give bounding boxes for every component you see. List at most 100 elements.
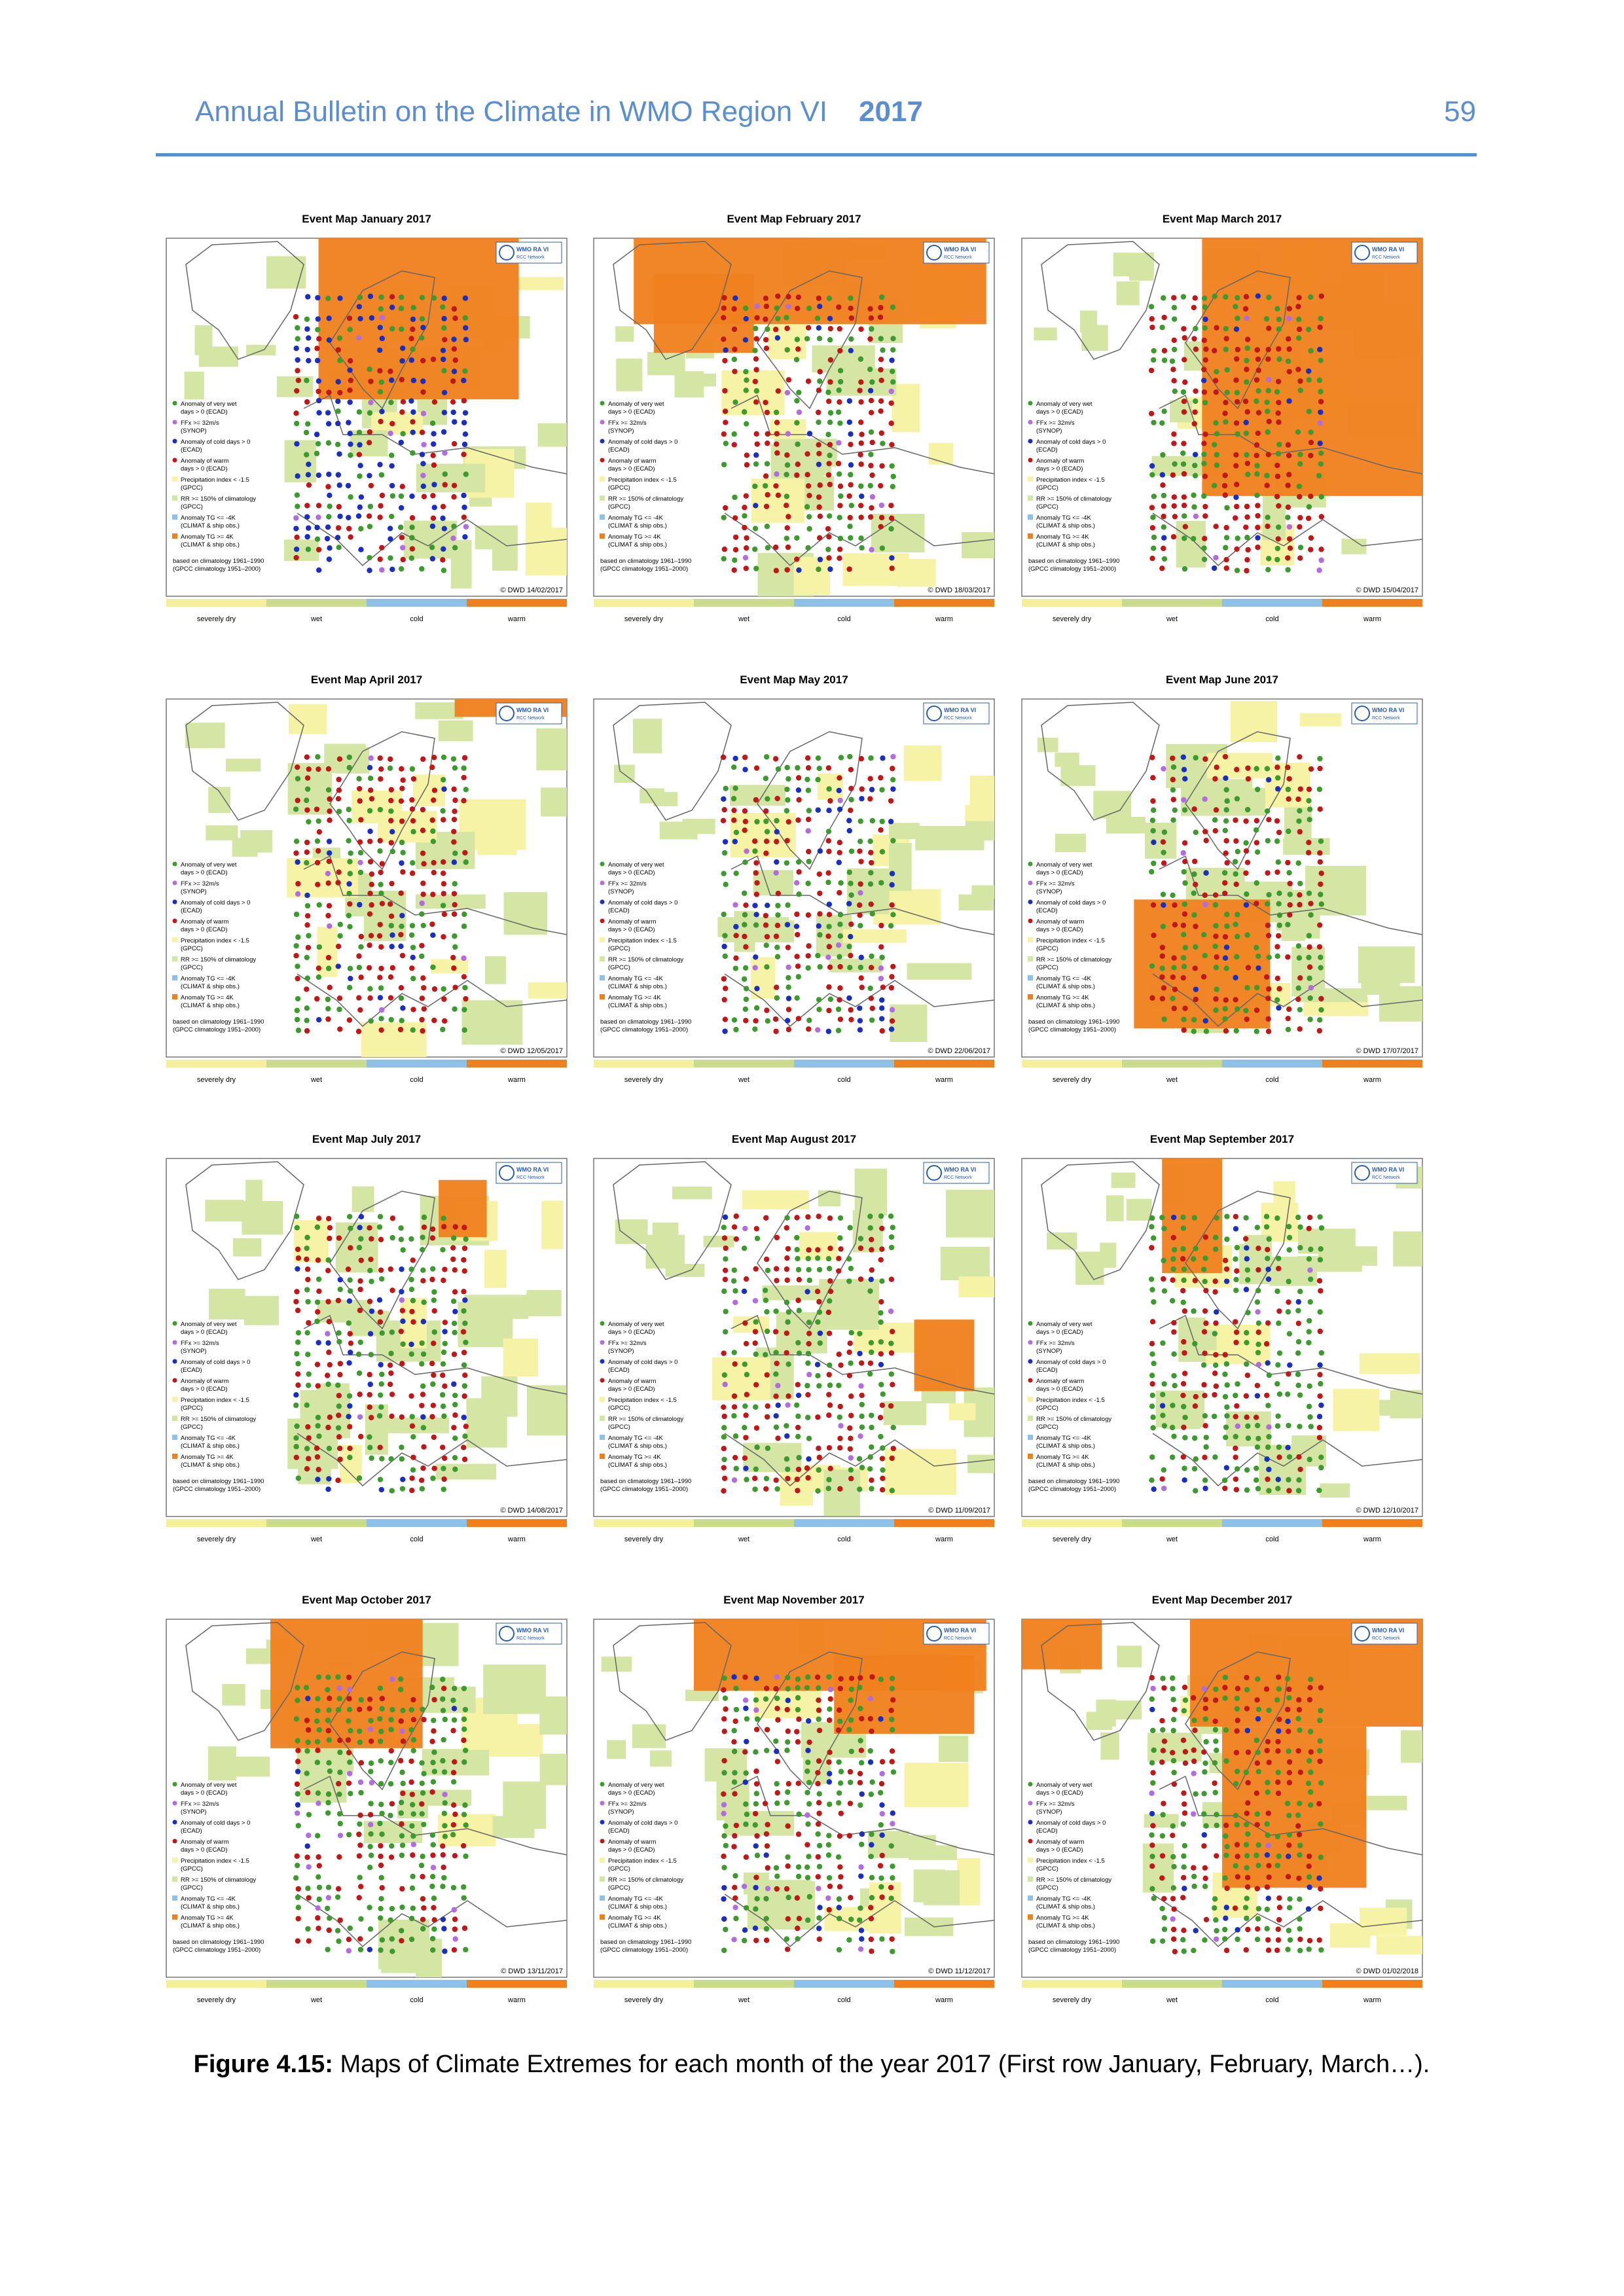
precip-patch: [915, 825, 984, 851]
station-dot: [347, 1213, 353, 1220]
station-dot: [304, 378, 310, 384]
station-dot: [859, 1791, 865, 1797]
station-dot: [463, 1236, 469, 1242]
station-dot: [1265, 514, 1271, 520]
station-dot: [815, 1247, 821, 1253]
legend-marker: [1028, 899, 1033, 905]
station-dot: [1265, 1016, 1271, 1022]
station-dot: [304, 849, 310, 855]
station-dot: [837, 775, 842, 781]
station-dot: [732, 515, 738, 521]
station-dot: [295, 1330, 302, 1336]
station-dot: [1182, 335, 1187, 341]
station-dot: [814, 1255, 821, 1261]
station-dot: [1171, 440, 1177, 446]
precip-patch: [812, 345, 875, 373]
station-dot: [315, 1790, 321, 1796]
legend-text: Anomaly TG >= 4K: [608, 1914, 661, 1922]
station-dot: [420, 461, 426, 467]
precip-patch: [416, 463, 486, 493]
station-dot: [1245, 1800, 1251, 1806]
station-dot: [721, 870, 727, 876]
legend-marker: [1028, 1321, 1033, 1326]
legend-text: FFx >= 32m/s: [1036, 420, 1075, 427]
station-dot: [1307, 1214, 1313, 1221]
station-dot: [1287, 1362, 1293, 1368]
station-dot: [1211, 348, 1218, 353]
station-dot: [377, 755, 383, 761]
station-dot: [295, 975, 300, 982]
station-dot: [721, 315, 727, 321]
station-dot: [388, 1917, 393, 1923]
station-dot: [399, 1456, 405, 1462]
station-dot: [836, 1905, 842, 1910]
station-dot: [1275, 1779, 1281, 1785]
station-dot: [1191, 304, 1197, 311]
station-dot: [1295, 1748, 1301, 1754]
station-dot: [1296, 818, 1302, 824]
station-dot: [399, 409, 405, 415]
station-dot: [836, 1255, 842, 1262]
station-dot: [430, 828, 436, 834]
station-dot: [461, 514, 467, 520]
legend-text: Anomaly of cold days > 0: [608, 1359, 677, 1366]
map-credit: © DWD 15/04/2017: [1356, 586, 1418, 594]
station-dot: [1149, 525, 1156, 531]
color-bar-segment: [794, 599, 894, 607]
station-dot: [1233, 326, 1240, 332]
station-dot: [775, 1402, 781, 1408]
station-dot: [742, 1320, 748, 1326]
station-dot: [462, 1372, 468, 1378]
station-dot: [451, 368, 458, 374]
station-dot: [461, 492, 467, 499]
station-dot: [1149, 1760, 1155, 1766]
station-dot: [764, 1843, 770, 1849]
station-dot: [440, 356, 446, 363]
station-dot: [410, 1319, 416, 1325]
station-dot: [325, 1381, 331, 1388]
station-dot: [357, 442, 363, 448]
coastline: [1041, 1161, 1160, 1280]
station-dot: [440, 1247, 446, 1253]
station-dot: [793, 880, 800, 886]
station-dot: [753, 1727, 760, 1732]
station-dot: [379, 315, 386, 321]
station-dot: [358, 1213, 365, 1220]
legend-marker: [172, 401, 177, 406]
station-dot: [452, 1936, 458, 1942]
station-dot: [1191, 492, 1197, 498]
station-dot: [1306, 1318, 1312, 1324]
station-dot: [1169, 1454, 1176, 1460]
station-dot: [1255, 410, 1262, 416]
color-bar-label: severely dry: [1053, 615, 1092, 623]
station-dot: [1180, 754, 1187, 761]
station-dot: [1234, 567, 1240, 573]
station-dot: [890, 753, 896, 760]
color-bar-label: cold: [410, 1076, 423, 1084]
station-dot: [753, 452, 759, 458]
station-dot: [774, 1886, 780, 1892]
station-dot: [1212, 1697, 1219, 1703]
station-dot: [890, 1697, 896, 1703]
color-bar-segment: [1322, 1519, 1422, 1527]
legend-text: Precipitation index < -1.5: [181, 937, 249, 944]
station-dot: [1203, 1739, 1209, 1745]
station-dot: [399, 1266, 405, 1272]
station-dot: [431, 869, 437, 876]
station-dot: [306, 819, 312, 825]
station-dot: [294, 440, 300, 447]
station-dot: [763, 1475, 770, 1482]
station-dot: [325, 440, 332, 446]
map-title: Event Map February 2017: [727, 213, 861, 225]
station-dot: [795, 1016, 802, 1022]
station-dot: [348, 452, 353, 458]
color-bar-label: cold: [1265, 615, 1278, 623]
station-dot: [357, 295, 363, 300]
station-dot: [1193, 882, 1199, 888]
station-dot: [763, 1696, 769, 1702]
station-dot: [857, 1905, 863, 1911]
